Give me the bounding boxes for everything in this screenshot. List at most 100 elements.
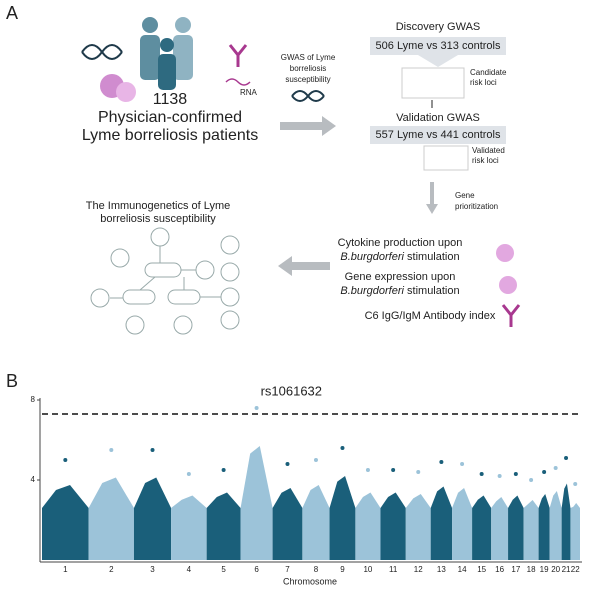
readout-part: stimulation bbox=[404, 285, 460, 297]
dna-icon bbox=[81, 44, 123, 60]
x-tick-label: 22 bbox=[571, 565, 580, 574]
peak-point bbox=[513, 472, 518, 476]
antibody-icon bbox=[501, 304, 521, 327]
chromosome-scatter bbox=[491, 497, 509, 508]
readout: Gene expression upon bbox=[345, 271, 456, 283]
x-tick-label: 14 bbox=[458, 565, 467, 574]
x-tick-label: 4 bbox=[187, 565, 192, 574]
x-tick-label: 5 bbox=[221, 565, 226, 574]
x-tick-label: 10 bbox=[363, 565, 372, 574]
peak-point bbox=[542, 470, 547, 474]
chromosome-bulk bbox=[42, 508, 89, 560]
note: risk loci bbox=[470, 78, 497, 87]
arrow bbox=[278, 256, 330, 276]
peak-point bbox=[529, 478, 534, 482]
readout-part: stimulation bbox=[404, 251, 460, 263]
arrow-text: GWAS of Lyme bbox=[281, 53, 336, 62]
pointer bbox=[418, 55, 458, 67]
x-tick-label: 15 bbox=[477, 565, 486, 574]
step-note: Gene bbox=[455, 191, 475, 200]
peak-point bbox=[564, 456, 569, 460]
readout: B.burgdorferi stimulation bbox=[340, 251, 459, 263]
annotation: rs1061632 bbox=[261, 383, 322, 398]
chromosome-bulk bbox=[206, 508, 241, 560]
chromosome-bulk bbox=[302, 508, 330, 560]
x-tick-label: 12 bbox=[414, 565, 423, 574]
chromosome-scatter bbox=[405, 494, 431, 508]
cell-icon bbox=[496, 244, 514, 262]
chromosome-bulk bbox=[430, 508, 453, 560]
peak-point bbox=[254, 406, 259, 410]
cohort-text: Lyme borreliosis patients bbox=[82, 127, 258, 144]
readout: Cytokine production upon bbox=[338, 237, 463, 249]
peak-point bbox=[285, 462, 290, 466]
chromosome-bulk bbox=[405, 508, 431, 560]
antibody-icon bbox=[228, 44, 248, 67]
y-tick-label: 4 bbox=[31, 475, 36, 484]
peak-point bbox=[573, 482, 578, 486]
step-note: prioritization bbox=[455, 202, 498, 211]
x-tick-label: 21 bbox=[562, 565, 571, 574]
chromosome-scatter bbox=[240, 446, 273, 508]
network bbox=[90, 227, 240, 335]
x-tick-label: 13 bbox=[437, 565, 446, 574]
chromosome-scatter bbox=[430, 486, 453, 508]
chromosome-bulk bbox=[538, 508, 550, 560]
chromosome-bulk bbox=[570, 508, 580, 560]
chromosome-bulk bbox=[472, 508, 492, 560]
panel-label: A bbox=[6, 3, 18, 23]
chromosome-bulk bbox=[355, 508, 381, 560]
chromosome-scatter bbox=[523, 500, 539, 508]
thumbnail bbox=[423, 145, 469, 171]
step-title: Discovery GWAS bbox=[396, 21, 481, 33]
note: Validated bbox=[472, 146, 505, 155]
chromosome-bulk bbox=[452, 508, 473, 560]
peak-point bbox=[313, 458, 318, 462]
x-tick-label: 20 bbox=[551, 565, 560, 574]
chromosome-scatter bbox=[206, 492, 241, 508]
chromosome-bulk bbox=[240, 508, 273, 560]
chromosome-scatter bbox=[42, 485, 89, 508]
peak-point bbox=[365, 468, 370, 472]
peak-point bbox=[186, 472, 191, 476]
note: risk loci bbox=[472, 156, 499, 165]
y-tick-label: 8 bbox=[31, 395, 36, 404]
network-title: borreliosis susceptibility bbox=[100, 213, 216, 225]
box bbox=[370, 126, 506, 144]
chromosome-scatter bbox=[452, 488, 473, 508]
rna-label: RNA bbox=[240, 88, 258, 97]
network-title: The Immunogenetics of Lyme bbox=[86, 200, 231, 212]
x-tick-label: 2 bbox=[109, 565, 114, 574]
x-tick-label: 8 bbox=[314, 565, 319, 574]
arrow bbox=[280, 116, 336, 136]
people-icon bbox=[140, 17, 193, 90]
cell-icon bbox=[499, 276, 517, 294]
peak-point bbox=[221, 468, 226, 472]
chromosome-scatter bbox=[302, 485, 330, 508]
readout-italic: B.burgdorferi bbox=[340, 285, 404, 297]
peak-point bbox=[340, 446, 345, 450]
x-tick-label: 17 bbox=[511, 565, 520, 574]
readout: C6 IgG/IgM Antibody index bbox=[365, 310, 496, 322]
chromosome-scatter bbox=[549, 491, 562, 508]
readout-italic: B.burgdorferi bbox=[340, 251, 404, 263]
x-tick-label: 1 bbox=[63, 565, 68, 574]
chromosome-scatter bbox=[171, 495, 207, 508]
step-box: 506 Lyme vs 313 controls bbox=[376, 40, 501, 52]
arrow-text: susceptibility bbox=[285, 75, 330, 84]
chromosome-bulk bbox=[329, 508, 356, 560]
chromosome-bulk bbox=[171, 508, 207, 560]
cohort-text: Physician-confirmed bbox=[98, 109, 242, 126]
arrow bbox=[426, 182, 438, 214]
note: Candidate bbox=[470, 68, 507, 77]
cohort-count: 1138 bbox=[153, 91, 188, 108]
thumbnail bbox=[401, 67, 465, 99]
chromosome-scatter bbox=[380, 492, 406, 508]
readout: B.burgdorferi stimulation bbox=[340, 285, 459, 297]
chromosome-scatter bbox=[355, 492, 381, 508]
peak-point bbox=[150, 448, 155, 452]
chromosome-scatter bbox=[133, 477, 172, 508]
chromosome-bulk bbox=[549, 508, 562, 560]
chromosome-bulk bbox=[561, 508, 571, 560]
